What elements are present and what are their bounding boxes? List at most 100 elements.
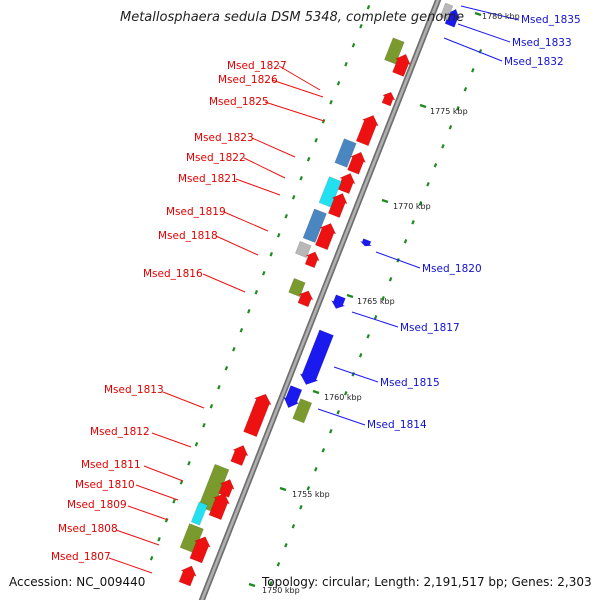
leader-line [223, 211, 269, 232]
gene-label: Msed_1822 [186, 152, 246, 164]
gene-label: Msed_1823 [194, 132, 254, 144]
tick-label-1760: 1760 kbp [324, 393, 362, 402]
gene-arrow [283, 385, 303, 409]
gc-dot [343, 391, 348, 396]
gene-arrow [360, 238, 372, 247]
gene-arrow [337, 173, 356, 194]
gene-arrow [304, 251, 320, 269]
accession-text: Accession: NC_009440 [9, 575, 145, 589]
gc-dot [359, 23, 363, 29]
gc-dot [276, 232, 281, 238]
tick-mark [474, 11, 482, 17]
gc-dot [232, 346, 236, 352]
gene-arrow [355, 115, 379, 147]
gc-dot [448, 125, 453, 130]
gc-dot [224, 365, 229, 371]
gene-label: Msed_1811 [81, 459, 141, 471]
gene-arrow [384, 37, 405, 65]
tick-mark [346, 293, 354, 299]
gene-label: Msed_1833 [512, 37, 572, 49]
gc-dot [217, 384, 221, 390]
gene-arrow [294, 240, 312, 259]
leader-line [215, 235, 259, 256]
label-leaders [108, 5, 520, 574]
gene-arrow [381, 91, 396, 107]
gene-arrow [288, 277, 306, 298]
gene-label: Msed_1807 [51, 551, 111, 563]
gc-dot [284, 543, 288, 548]
gc-dot [366, 334, 370, 339]
leader-line [271, 79, 324, 98]
gene-arrow [243, 393, 272, 438]
gc-dot [433, 163, 438, 168]
gc-dot [336, 410, 341, 415]
leader-line [162, 391, 205, 409]
gc-dot [321, 448, 326, 453]
gene-arrow [439, 2, 454, 21]
leader-line [243, 157, 286, 179]
gene-label: Msed_1814 [367, 419, 427, 431]
gc-dot [254, 289, 259, 295]
gene-arrow [302, 208, 327, 243]
gc-dot [306, 156, 311, 162]
gc-dot [291, 194, 296, 200]
gc-dot [306, 486, 311, 491]
tick-label-1780: 1780 kbp [482, 12, 520, 21]
gene-label: Msed_1821 [178, 173, 238, 185]
gene-label: Msed_1808 [58, 523, 118, 535]
gc-dot [164, 517, 169, 523]
leader-line [375, 251, 421, 269]
gc-dot [194, 441, 199, 447]
leader-line [457, 23, 511, 43]
gc-dot [463, 87, 468, 92]
gene-arrow [334, 138, 357, 168]
tick-label-1750: 1750 kbp [262, 586, 300, 595]
gene-arrow [314, 223, 337, 251]
gc-dot [418, 201, 423, 206]
gene-label: Msed_1820 [422, 263, 482, 275]
leader-line [251, 137, 296, 158]
gc-dot [314, 467, 318, 472]
leader-line [278, 65, 321, 91]
gc-dot [351, 42, 356, 48]
gene-label: Msed_1819 [166, 206, 226, 218]
gene-label: Msed_1810 [75, 479, 135, 491]
gc-dot [157, 536, 161, 542]
tick-mark [279, 486, 287, 492]
gc-dot [388, 277, 393, 282]
gene-label: Msed_1832 [504, 56, 564, 68]
gc-dot [373, 315, 378, 320]
gene-label: Msed_1817 [400, 322, 460, 334]
gc-dot [269, 251, 274, 257]
leader-line [143, 465, 184, 482]
gene-arrow [189, 536, 211, 564]
gc-dot [441, 144, 445, 149]
gc-content-track [149, 4, 483, 588]
gene-label: Msed_1816 [143, 268, 203, 280]
gc-dot [291, 524, 296, 529]
leader-line [333, 366, 379, 383]
gene-arrow [297, 290, 314, 308]
gene-label: Msed_1813 [104, 384, 164, 396]
leader-line [108, 557, 153, 574]
gc-dot [403, 239, 408, 244]
gene-label: Msed_1825 [209, 96, 269, 108]
gc-dot [269, 581, 273, 586]
gc-dot [471, 68, 475, 73]
gc-dot [299, 175, 303, 181]
gene-arrow [292, 398, 313, 424]
gc-dot [149, 555, 154, 561]
leader-line [115, 529, 160, 546]
gc-dot [262, 270, 266, 276]
gene-label: Msed_1826 [218, 74, 278, 86]
gene-arrow [208, 493, 231, 521]
gc-dot [329, 99, 333, 105]
tick-label-1765: 1765 kbp [357, 297, 395, 306]
gc-dot [344, 61, 348, 67]
tick-mark [312, 389, 320, 395]
genome-backbone [198, 0, 442, 600]
gc-dot [456, 106, 460, 111]
gene-label: Msed_1815 [380, 377, 440, 389]
tick-label-1755: 1755 kbp [292, 490, 330, 499]
